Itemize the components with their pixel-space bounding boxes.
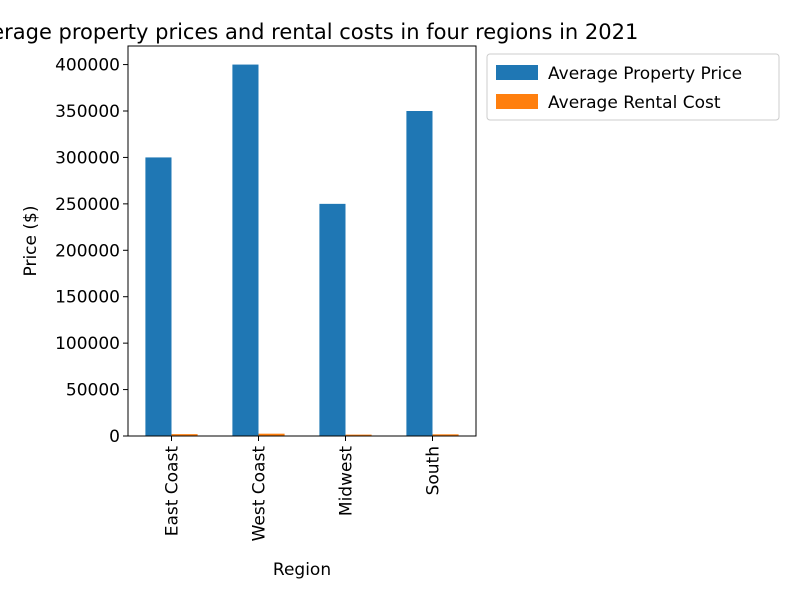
y-tick-label: 0 (109, 427, 120, 447)
legend-label: Average Rental Cost (548, 93, 721, 113)
y-tick-label: 250000 (55, 195, 120, 215)
x-axis-ticks: East Coast West Coast Midwest South (163, 436, 444, 541)
legend-label: Average Property Price (548, 64, 742, 84)
legend: Average Property Price Average Rental Cos… (486, 53, 780, 121)
legend-swatch (496, 94, 538, 109)
bar-average-rental-cost-south (432, 434, 459, 436)
y-tick-label: 300000 (55, 148, 120, 168)
chart-title: Average property prices and rental costs… (0, 20, 638, 44)
y-tick-label: 100000 (55, 334, 120, 354)
y-tick-label: 400000 (55, 56, 120, 76)
x-tick-label: South (424, 446, 444, 495)
bar-average-rental-cost-east-coast (171, 434, 198, 436)
bar-average-property-price-midwest (319, 203, 346, 436)
bar-average-rental-cost-midwest (345, 434, 372, 436)
bar-average-rental-cost-west-coast (258, 433, 285, 436)
y-tick-label: 50000 (66, 381, 120, 401)
x-tick-label: Midwest (337, 446, 357, 516)
bar-average-property-price-south (406, 111, 433, 436)
bars (145, 64, 459, 437)
x-tick-label: East Coast (163, 446, 183, 537)
bar-average-property-price-east-coast (145, 157, 172, 436)
legend-swatch (496, 65, 538, 80)
x-tick-label: West Coast (250, 446, 270, 542)
plot-area-frame (127, 45, 477, 437)
bar-average-property-price-west-coast (232, 64, 259, 437)
legend-frame (486, 53, 780, 121)
x-axis-label: Region (273, 560, 331, 580)
y-axis-ticks: 0 50000 100000 150000 200000 250000 300000 3500… (55, 56, 128, 447)
y-tick-label: 150000 (55, 288, 120, 308)
y-axis-label: Price ($) (21, 206, 41, 277)
y-tick-label: 200000 (55, 241, 120, 261)
y-tick-label: 350000 (55, 102, 120, 122)
